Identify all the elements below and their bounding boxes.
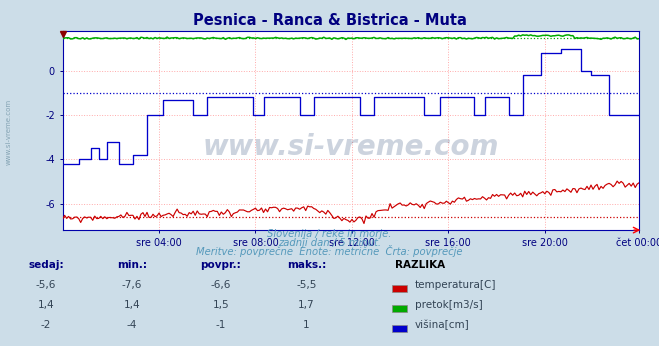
Text: povpr.:: povpr.: <box>200 260 241 270</box>
Text: -6,6: -6,6 <box>211 280 231 290</box>
Text: RAZLIKA: RAZLIKA <box>395 260 445 270</box>
Text: Meritve: povprečne  Enote: metrične  Črta: povprečje: Meritve: povprečne Enote: metrične Črta:… <box>196 245 463 257</box>
Text: -2: -2 <box>41 320 51 330</box>
Text: zadnji dan / 5 minut.: zadnji dan / 5 minut. <box>278 238 381 248</box>
Text: -5,6: -5,6 <box>36 280 56 290</box>
Text: -5,5: -5,5 <box>297 280 316 290</box>
Text: www.si-vreme.com: www.si-vreme.com <box>203 133 499 161</box>
Text: www.si-vreme.com: www.si-vreme.com <box>5 98 11 165</box>
Text: 1: 1 <box>303 320 310 330</box>
Text: Slovenija / reke in morje.: Slovenija / reke in morje. <box>268 229 391 239</box>
Text: višina[cm]: višina[cm] <box>415 320 470 330</box>
Text: Pesnica - Ranca & Bistrica - Muta: Pesnica - Ranca & Bistrica - Muta <box>192 13 467 28</box>
Text: -4: -4 <box>127 320 137 330</box>
Text: sedaj:: sedaj: <box>28 260 64 270</box>
Text: min.:: min.: <box>117 260 147 270</box>
Text: 1,5: 1,5 <box>212 300 229 310</box>
Text: 1,4: 1,4 <box>123 300 140 310</box>
Text: maks.:: maks.: <box>287 260 326 270</box>
Text: -7,6: -7,6 <box>122 280 142 290</box>
Text: temperatura[C]: temperatura[C] <box>415 280 497 290</box>
Text: pretok[m3/s]: pretok[m3/s] <box>415 300 483 310</box>
Text: 1,7: 1,7 <box>298 300 315 310</box>
Text: -1: -1 <box>215 320 226 330</box>
Text: 1,4: 1,4 <box>38 300 55 310</box>
